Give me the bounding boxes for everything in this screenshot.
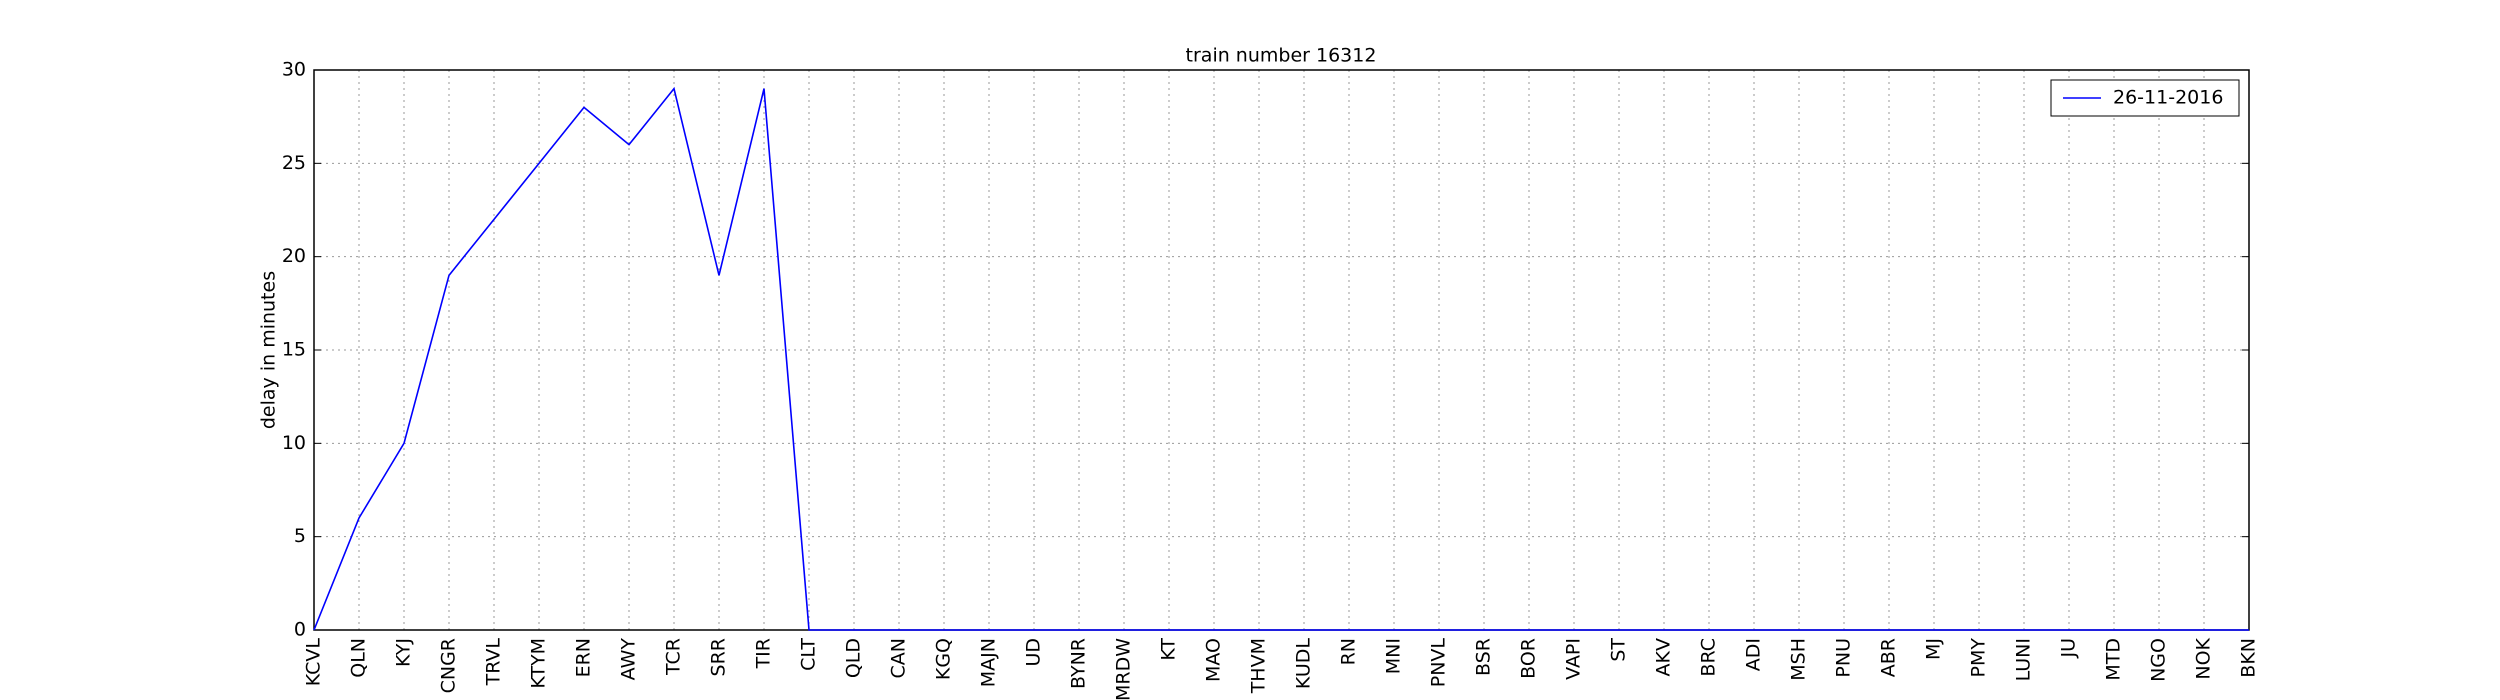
x-tick-label: ERN xyxy=(573,638,595,677)
x-tick-label: UD xyxy=(1023,638,1045,667)
x-tick-label: ST xyxy=(1608,638,1630,662)
x-tick-label: QLN xyxy=(348,638,370,678)
x-tick-label: PNVL xyxy=(1428,638,1450,688)
y-tick-label: 5 xyxy=(294,525,306,547)
y-axis-label: delay in minutes xyxy=(258,271,280,429)
x-tick-label: CLT xyxy=(798,638,820,671)
x-tick-label: RN xyxy=(1338,638,1360,665)
x-tick-label: TIR xyxy=(753,638,775,669)
x-tick-label: NOK xyxy=(2193,637,2215,679)
x-tick-label: KT xyxy=(1158,638,1180,661)
x-tick-label: BYNR xyxy=(1068,638,1090,689)
x-tick-label: MAJN xyxy=(978,638,1000,687)
x-tick-label: PNU xyxy=(1833,638,1855,678)
x-tick-label: MJ xyxy=(1923,638,1945,660)
x-tick-label: BOR xyxy=(1518,638,1540,679)
y-tick-label: 30 xyxy=(282,59,306,81)
x-tick-label: SRR xyxy=(708,638,730,676)
x-tick-label: MSH xyxy=(1788,638,1810,681)
x-tick-label: TCR xyxy=(663,638,685,676)
y-tick-label: 10 xyxy=(282,432,306,454)
legend-label: 26-11-2016 xyxy=(2113,87,2223,109)
line xyxy=(313,86,2249,631)
x-tick-label: KUDL xyxy=(1293,638,1315,689)
x-tick-label: MRDW xyxy=(1113,638,1135,700)
x-tick-label: VAPI xyxy=(1563,638,1585,680)
x-tick-label: CAN xyxy=(888,638,910,678)
x-tick-label: AKV xyxy=(1653,638,1675,676)
x-tick-label: KYJ xyxy=(393,638,415,667)
x-tick-label: MAO xyxy=(1203,638,1225,682)
x-tick-label: QLD xyxy=(843,638,865,678)
x-tick-label: CNGR xyxy=(438,638,460,693)
x-tick-label: TRVL xyxy=(483,638,505,687)
x-tick-label: NGO xyxy=(2148,638,2170,682)
x-tick-label: KCVL xyxy=(303,638,325,687)
x-tick-label: AWY xyxy=(618,638,640,681)
x-tick-label: MTD xyxy=(2103,638,2125,681)
x-tick-label: KGQ xyxy=(933,638,955,680)
x-tick-label: KTYM xyxy=(528,638,550,689)
x-tick-label: MNI xyxy=(1383,638,1405,674)
y-tick-label: 15 xyxy=(282,339,306,361)
y-tick-label: 20 xyxy=(282,245,306,267)
x-tick-label: LUNI xyxy=(2013,638,2035,681)
y-tick-label: 25 xyxy=(282,152,306,174)
chart-title: train number 16312 xyxy=(1186,45,1377,67)
x-tick-label: BRC xyxy=(1698,638,1720,677)
x-tick-label: JU xyxy=(2058,638,2080,659)
x-tick-label: ADI xyxy=(1743,638,1765,671)
x-tick-label: PMY xyxy=(1968,638,1990,678)
y-tick-label: 0 xyxy=(294,619,306,641)
x-tick-label: BKN xyxy=(2238,638,2260,678)
x-tick-label: BSR xyxy=(1473,638,1495,676)
x-tick-label: THVM xyxy=(1248,638,1270,694)
x-tick-label: ABR xyxy=(1878,638,1900,677)
